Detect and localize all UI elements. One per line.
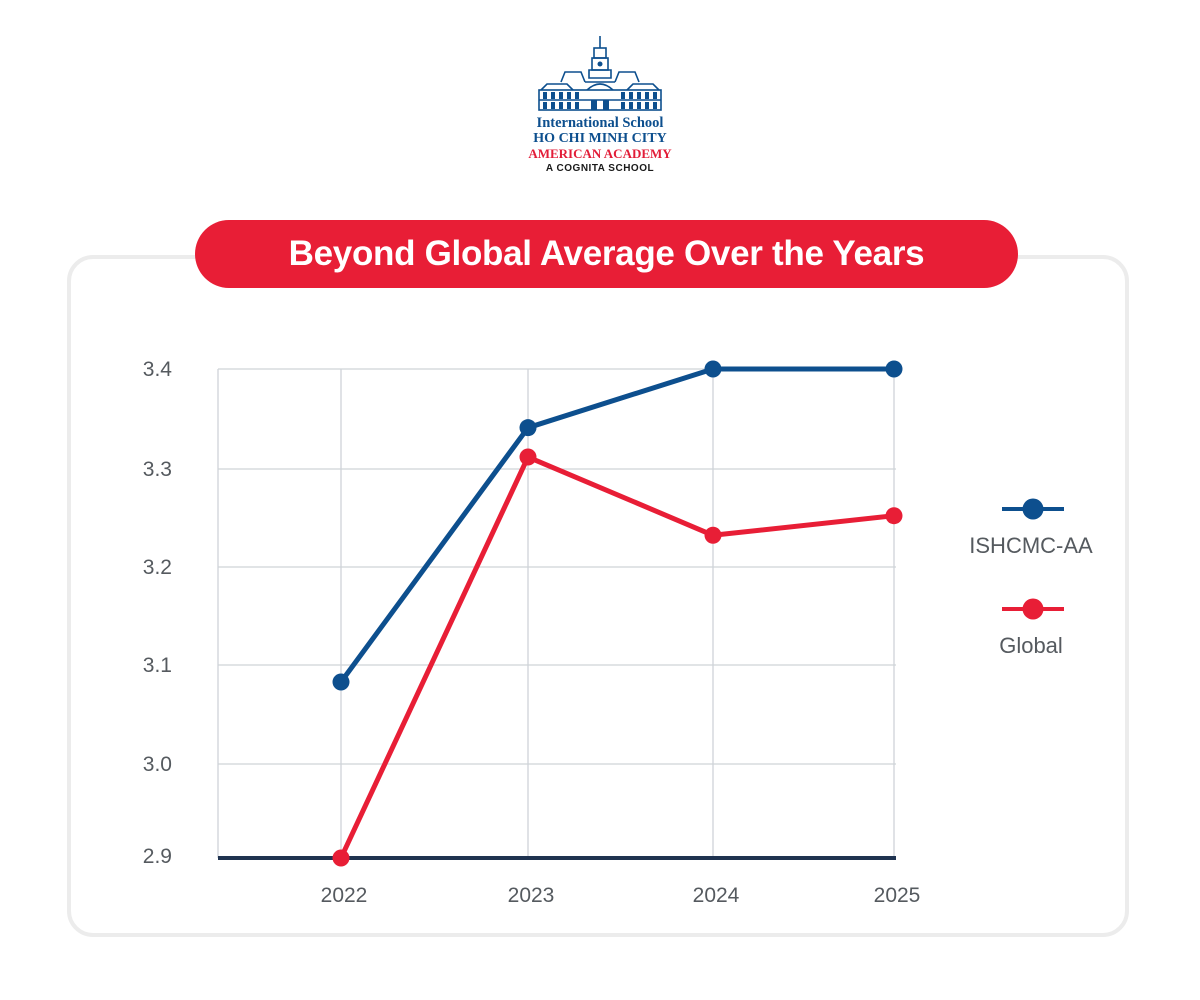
y-tick-label: 3.1	[143, 654, 172, 677]
x-tick-label: 2022	[321, 884, 368, 907]
legend: ISHCMC-AA Global	[969, 498, 1093, 658]
chart-title-banner: Beyond Global Average Over the Years	[195, 220, 1018, 288]
y-tick-label: 3.0	[143, 753, 172, 776]
data-point	[885, 360, 903, 378]
series	[332, 360, 903, 867]
series-ishcmc-aa	[332, 360, 903, 691]
y-tick-label: 3.3	[143, 458, 172, 481]
data-point	[519, 448, 537, 466]
logo-line-city: HO CHI MINH CITY	[533, 130, 667, 146]
data-point	[704, 360, 722, 378]
x-axis-ticks: 2022 2023 2024 2025	[321, 884, 921, 907]
legend-marker	[1022, 498, 1044, 520]
series-global	[332, 448, 903, 867]
legend-marker	[1022, 598, 1044, 620]
legend-label: Global	[999, 633, 1063, 658]
data-point	[885, 507, 903, 525]
series-line	[338, 454, 895, 860]
data-point	[519, 419, 537, 437]
x-tick-label: 2024	[693, 884, 740, 907]
school-logo: International School HO CHI MINH CITY AM…	[500, 34, 700, 174]
data-point	[704, 526, 722, 544]
x-tick-label: 2025	[874, 884, 921, 907]
series-line	[338, 366, 894, 684]
x-tick-label: 2023	[508, 884, 555, 907]
chart-title: Beyond Global Average Over the Years	[288, 234, 925, 273]
logo-line-school: International School	[536, 115, 664, 131]
y-tick-label: 2.9	[143, 845, 172, 868]
legend-item: ISHCMC-AA	[969, 498, 1093, 558]
legend-item: Global	[999, 598, 1064, 658]
grid	[217, 368, 896, 860]
logo-line-academy: AMERICAN ACADEMY	[528, 145, 672, 161]
logo-line-cognita: A COGNITA SCHOOL	[545, 162, 655, 174]
y-axis-ticks: 2.9 3.0 3.1 3.2 3.3 3.4	[143, 358, 173, 868]
y-tick-label: 3.4	[143, 358, 173, 381]
data-point	[332, 849, 350, 867]
city-hall-building-icon	[538, 36, 662, 111]
legend-label: ISHCMC-AA	[969, 533, 1093, 558]
y-tick-label: 3.2	[143, 556, 172, 579]
data-point	[332, 673, 350, 691]
